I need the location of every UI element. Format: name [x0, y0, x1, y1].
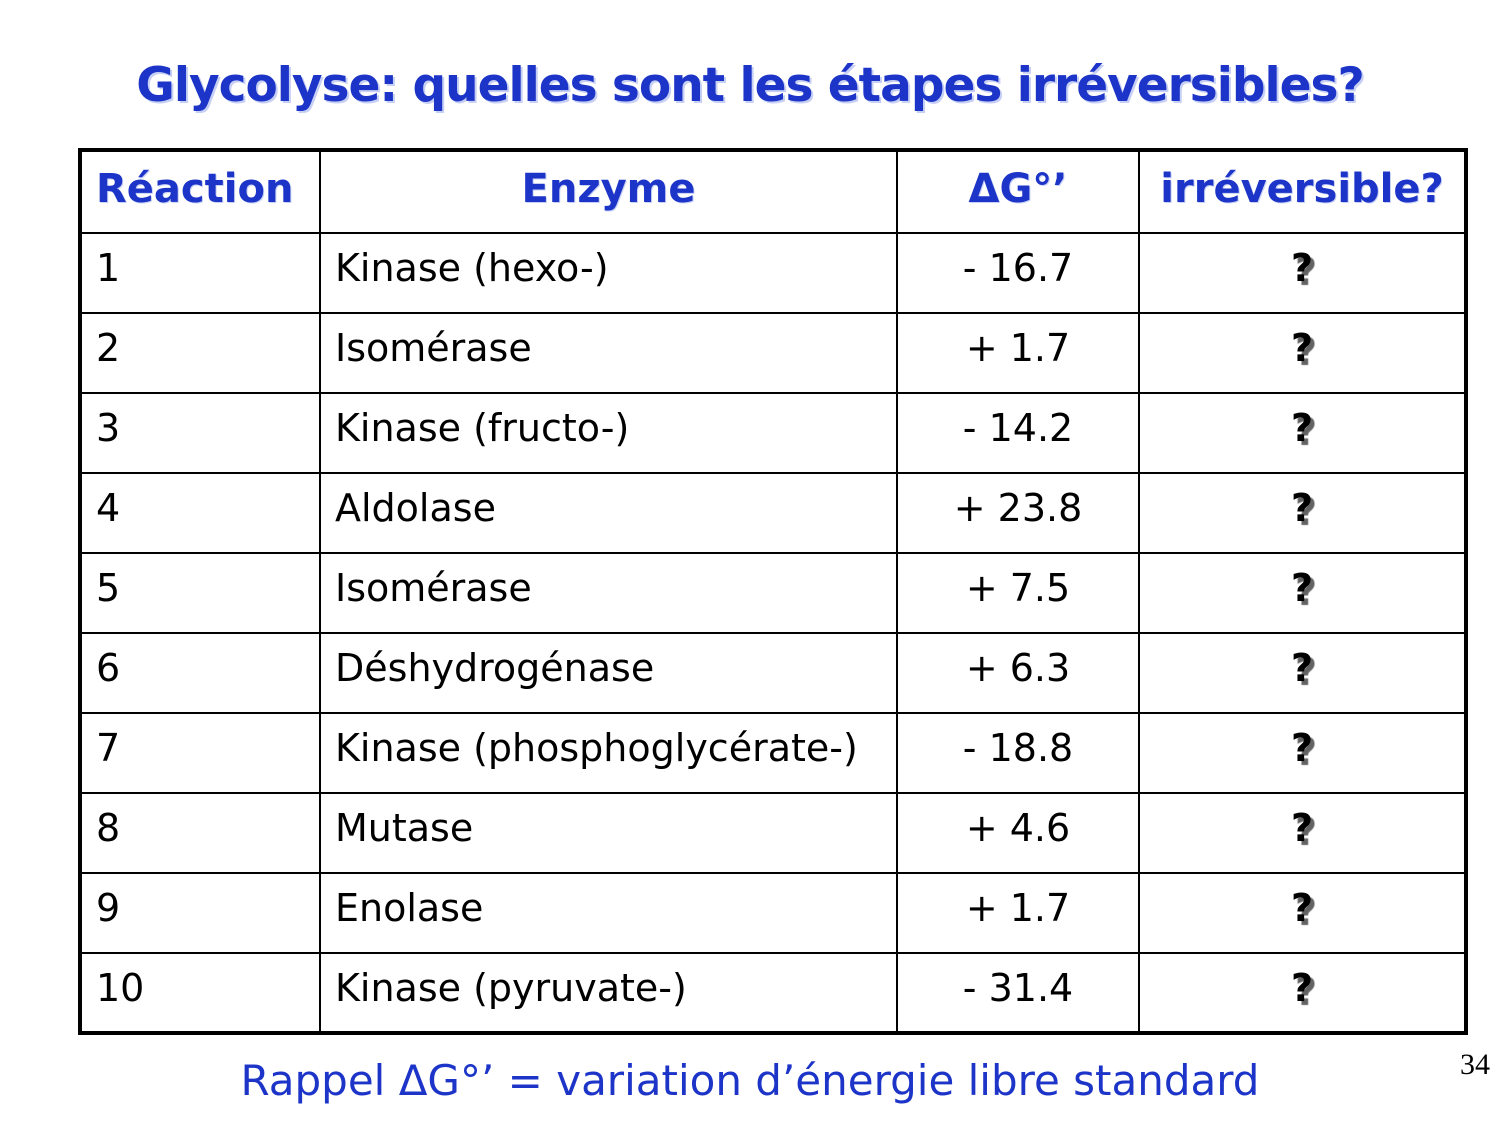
table-row: 8 Mutase + 4.6 ? [79, 792, 1467, 874]
cell-enzyme: Kinase (fructo-) [319, 392, 898, 474]
table-row: 10 Kinase (pyruvate-) - 31.4 ? [79, 952, 1467, 1034]
cell-reaction-number: 9 [79, 872, 321, 954]
table-row: 5 Isomérase + 7.5 ? [79, 552, 1467, 634]
cell-delta-g: + 1.7 [896, 872, 1140, 954]
cell-irreversible-question: ? [1138, 232, 1467, 314]
column-header-enzyme: Enzyme [319, 149, 898, 234]
cell-reaction-number: 6 [79, 632, 321, 714]
cell-reaction-number: 10 [79, 952, 321, 1034]
cell-delta-g: + 7.5 [896, 552, 1140, 634]
table-row: 4 Aldolase + 23.8 ? [79, 472, 1467, 554]
cell-delta-g: - 16.7 [896, 232, 1140, 314]
cell-irreversible-question: ? [1138, 312, 1467, 394]
table-header-row: Réaction Enzyme ΔG°’ irréversible? [79, 149, 1467, 234]
table-row: 1 Kinase (hexo-) - 16.7 ? [79, 232, 1467, 314]
cell-delta-g: - 14.2 [896, 392, 1140, 474]
table-row: 2 Isomérase + 1.7 ? [79, 312, 1467, 394]
cell-reaction-number: 7 [79, 712, 321, 794]
table-row: 6 Déshydrogénase + 6.3 ? [79, 632, 1467, 714]
cell-delta-g: + 1.7 [896, 312, 1140, 394]
cell-irreversible-question: ? [1138, 872, 1467, 954]
cell-enzyme: Aldolase [319, 472, 898, 554]
table-row: 3 Kinase (fructo-) - 14.2 ? [79, 392, 1467, 474]
cell-reaction-number: 8 [79, 792, 321, 874]
slide-title: Glycolyse: quelles sont les étapes irrév… [136, 58, 1364, 113]
column-header-reaction: Réaction [79, 149, 321, 234]
cell-irreversible-question: ? [1138, 952, 1467, 1034]
cell-delta-g: + 4.6 [896, 792, 1140, 874]
cell-delta-g: + 6.3 [896, 632, 1140, 714]
cell-irreversible-question: ? [1138, 632, 1467, 714]
cell-enzyme: Isomérase [319, 552, 898, 634]
footer-note: Rappel ΔG°’ = variation d’énergie libre … [240, 1056, 1260, 1105]
cell-reaction-number: 4 [79, 472, 321, 554]
cell-irreversible-question: ? [1138, 552, 1467, 634]
cell-irreversible-question: ? [1138, 392, 1467, 474]
cell-enzyme: Déshydrogénase [319, 632, 898, 714]
cell-reaction-number: 1 [79, 232, 321, 314]
cell-delta-g: - 31.4 [896, 952, 1140, 1034]
cell-irreversible-question: ? [1138, 792, 1467, 874]
table-row: 7 Kinase (phosphoglycérate-) - 18.8 ? [79, 712, 1467, 794]
cell-reaction-number: 5 [79, 552, 321, 634]
cell-irreversible-question: ? [1138, 472, 1467, 554]
column-header-irreversible: irréversible? [1138, 149, 1467, 234]
cell-reaction-number: 3 [79, 392, 321, 474]
cell-irreversible-question: ? [1138, 712, 1467, 794]
table-row: 9 Enolase + 1.7 ? [79, 872, 1467, 954]
cell-enzyme: Mutase [319, 792, 898, 874]
column-header-delta-g: ΔG°’ [896, 149, 1140, 234]
cell-enzyme: Kinase (phosphoglycérate-) [319, 712, 898, 794]
cell-delta-g: + 23.8 [896, 472, 1140, 554]
cell-reaction-number: 2 [79, 312, 321, 394]
reactions-table: Réaction Enzyme ΔG°’ irréversible? 1 Kin… [78, 148, 1468, 1035]
cell-enzyme: Enolase [319, 872, 898, 954]
cell-enzyme: Kinase (hexo-) [319, 232, 898, 314]
cell-enzyme: Kinase (pyruvate-) [319, 952, 898, 1034]
cell-enzyme: Isomérase [319, 312, 898, 394]
page-number: 34 [1460, 1048, 1490, 1081]
cell-delta-g: - 18.8 [896, 712, 1140, 794]
